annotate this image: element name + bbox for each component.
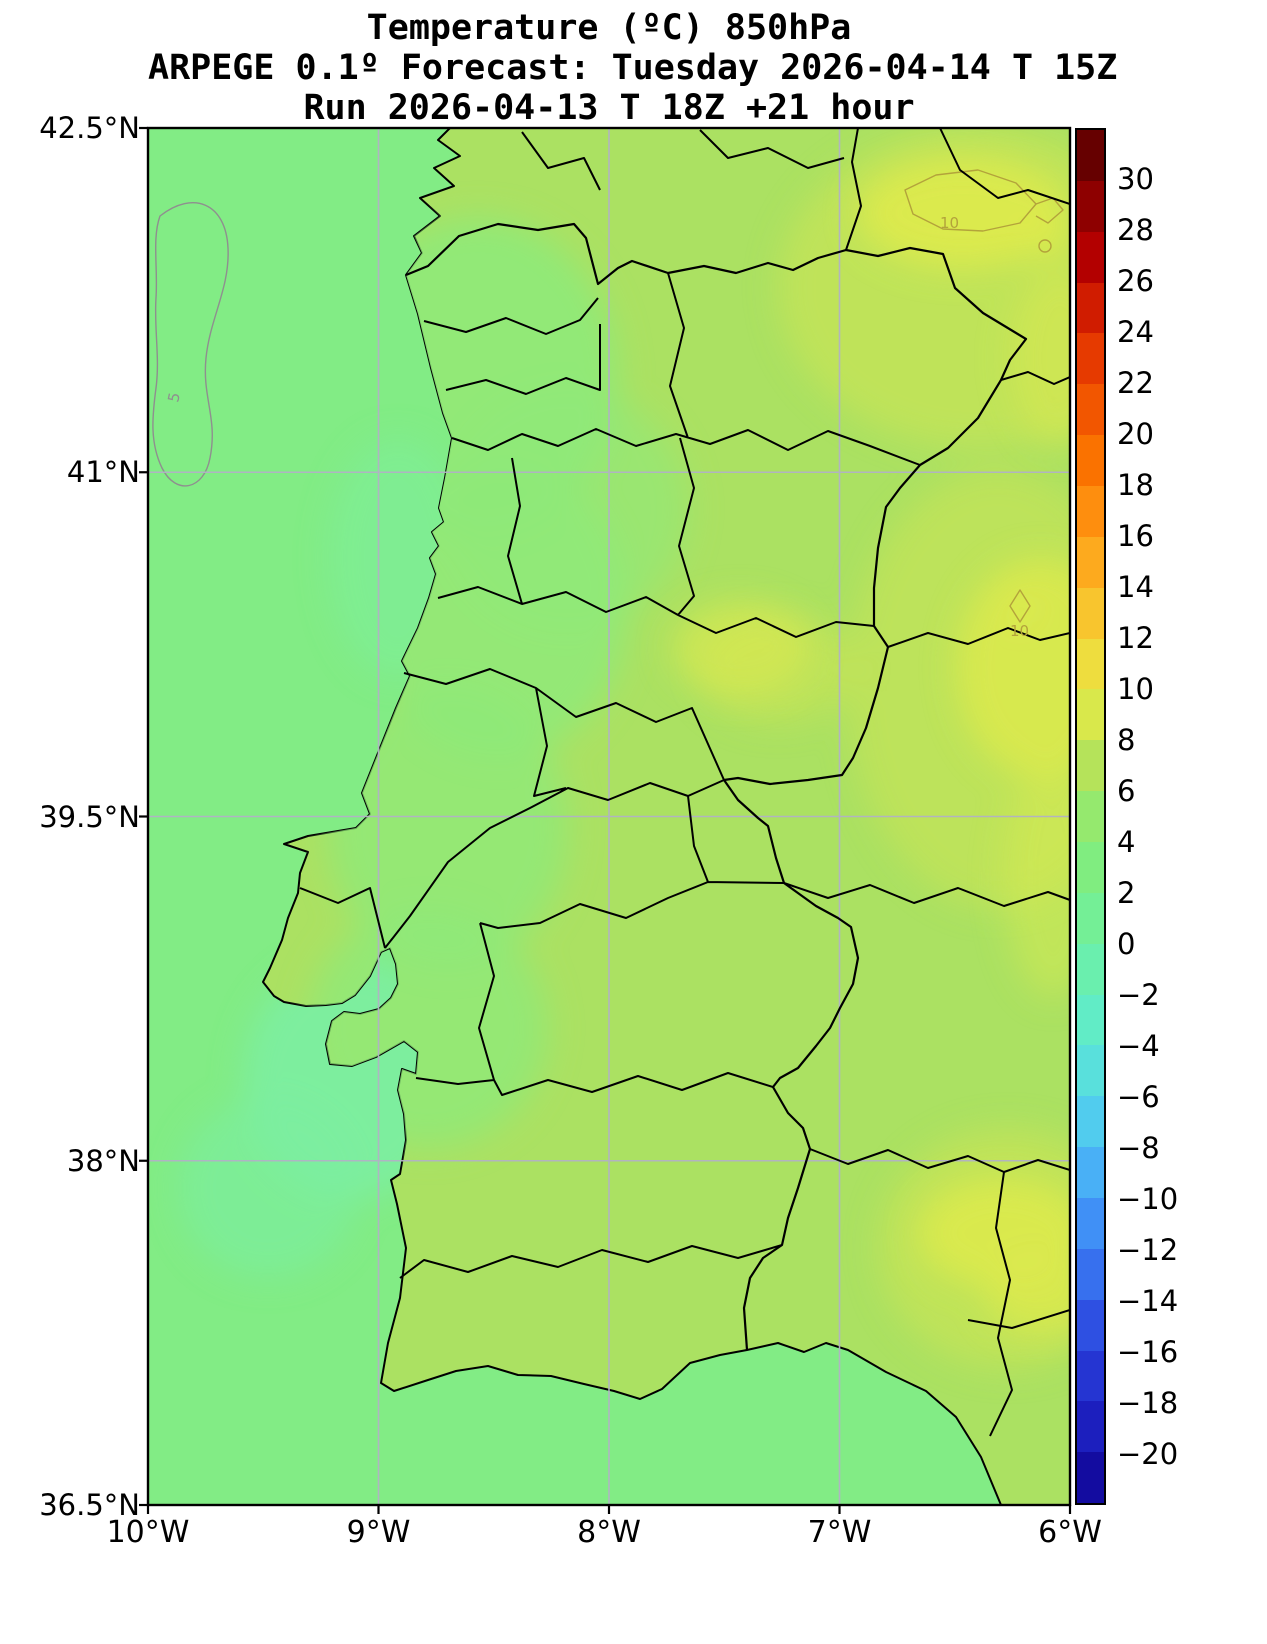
colorbar-tick-label: 10 bbox=[1117, 672, 1154, 706]
colorbar-segment bbox=[1077, 689, 1104, 741]
colorbar-tick-label: −18 bbox=[1117, 1386, 1179, 1420]
colorbar-segment bbox=[1077, 1045, 1104, 1097]
colorbar-tick-label: −4 bbox=[1117, 1029, 1160, 1063]
colorbar-tick-label: −12 bbox=[1117, 1233, 1179, 1267]
colorbar-segment bbox=[1077, 435, 1104, 487]
colorbar-tick-label: 2 bbox=[1117, 876, 1136, 910]
colorbar-segment bbox=[1077, 740, 1104, 792]
colorbar-segment bbox=[1077, 1401, 1104, 1453]
colorbar-tick-label: 12 bbox=[1117, 621, 1154, 655]
colorbar-segment bbox=[1077, 1452, 1104, 1504]
contour-labels: 5 10 10 bbox=[164, 214, 1029, 640]
colorbar-segment bbox=[1077, 1350, 1104, 1402]
country-border bbox=[405, 222, 1028, 1351]
colorbar-segment bbox=[1077, 1198, 1104, 1249]
colorbar-segment bbox=[1077, 384, 1104, 436]
colorbar-labels: 30 28 26 24 22 20 18 16 14 12 10 8 6 4 2 0 −2 −4 −6 −8 −10 −1… bbox=[1117, 128, 1227, 1505]
colorbar-segment bbox=[1077, 1248, 1104, 1300]
chart-title: Temperature (ºC) 850hPa bbox=[366, 8, 852, 48]
y-tick-label: 36.5°N bbox=[39, 1488, 140, 1522]
x-tick-label: 7°W bbox=[807, 1515, 872, 1550]
colorbar-tick-label: 8 bbox=[1117, 723, 1136, 757]
contour-label-5: 5 bbox=[164, 391, 184, 404]
map-area: 5 10 10 bbox=[139, 126, 1072, 1514]
district-borders-portugal bbox=[299, 272, 921, 1279]
colorbar-tick-label: −10 bbox=[1117, 1182, 1179, 1216]
colorbar-segment bbox=[1077, 791, 1104, 843]
colorbar-tick-label: 20 bbox=[1117, 417, 1154, 451]
colorbar-segment bbox=[1077, 282, 1104, 334]
colorbar-tick-label: −8 bbox=[1117, 1131, 1160, 1165]
colorbar-tick-label: 16 bbox=[1117, 519, 1154, 553]
chart-subtitle-run: Run 2026-04-13 T 18Z +21 hour bbox=[303, 88, 915, 128]
y-tick-label: 39.5°N bbox=[39, 799, 140, 834]
colorbar-segment bbox=[1077, 180, 1104, 232]
district-borders-spain bbox=[521, 128, 1070, 1437]
colorbar-segment bbox=[1077, 536, 1104, 588]
x-tick-label: 6°W bbox=[1038, 1515, 1102, 1550]
colorbar-tick-label: 22 bbox=[1117, 366, 1154, 400]
colorbar-segment bbox=[1077, 130, 1104, 181]
colorbar-segment bbox=[1077, 486, 1104, 537]
colorbar bbox=[1075, 128, 1106, 1505]
colorbar-segment bbox=[1077, 943, 1104, 995]
colorbar-tick-label: −14 bbox=[1117, 1284, 1179, 1318]
colorbar-tick-label: 28 bbox=[1117, 213, 1154, 247]
contour-line-10 bbox=[904, 169, 1064, 623]
map-svg: 5 10 10 bbox=[139, 126, 1072, 1514]
land-warm-patches bbox=[670, 158, 1070, 1333]
x-tick-label: 8°W bbox=[577, 1515, 641, 1550]
colorbar-segment bbox=[1077, 231, 1104, 283]
colorbar-tick-label: 30 bbox=[1117, 162, 1154, 196]
colorbar-tick-label: 0 bbox=[1117, 927, 1136, 961]
contour-label-10-northeast: 10 bbox=[940, 214, 959, 232]
contour-line-5 bbox=[152, 202, 229, 487]
colorbar-segment bbox=[1077, 333, 1104, 385]
x-tick-label: 10°W bbox=[106, 1515, 190, 1550]
title-block: Temperature (ºC) 850hPa ARPEGE 0.1º Fore… bbox=[148, 8, 1118, 128]
colorbar-segment bbox=[1077, 892, 1104, 944]
axis-ticks bbox=[139, 126, 1072, 1514]
y-tick-label: 38°N bbox=[66, 1143, 140, 1178]
colorbar-segment bbox=[1077, 587, 1104, 639]
colorbar-tick-label: 14 bbox=[1117, 570, 1154, 604]
contour-label-10-east: 10 bbox=[1010, 622, 1029, 640]
colorbar-segment bbox=[1077, 1147, 1104, 1199]
colorbar-tick-label: −2 bbox=[1117, 978, 1160, 1012]
colorbar-tick-label: −20 bbox=[1117, 1437, 1179, 1471]
colorbar-tick-label: 18 bbox=[1117, 468, 1154, 502]
colorbar-tick-label: 6 bbox=[1117, 774, 1136, 808]
chart-subtitle-forecast: ARPEGE 0.1º Forecast: Tuesday 2026-04-14… bbox=[148, 48, 1118, 88]
gridlines bbox=[148, 128, 1070, 1505]
colorbar-segment bbox=[1077, 1096, 1104, 1148]
colorbar-segment bbox=[1077, 994, 1104, 1046]
y-tick-label: 42.5°N bbox=[39, 111, 140, 145]
colorbar-tick-label: 4 bbox=[1117, 825, 1136, 859]
colorbar-tick-label: 26 bbox=[1117, 264, 1154, 298]
x-tick-label: 9°W bbox=[346, 1515, 411, 1550]
colorbar-tick-label: 24 bbox=[1117, 315, 1154, 349]
y-tick-label: 41°N bbox=[66, 455, 140, 490]
colorbar-segment bbox=[1077, 1299, 1104, 1351]
colorbar-tick-label: −16 bbox=[1117, 1335, 1179, 1369]
colorbar-segment bbox=[1077, 842, 1104, 893]
colorbar-tick-label: −6 bbox=[1117, 1080, 1160, 1114]
colorbar-segment bbox=[1077, 638, 1104, 690]
